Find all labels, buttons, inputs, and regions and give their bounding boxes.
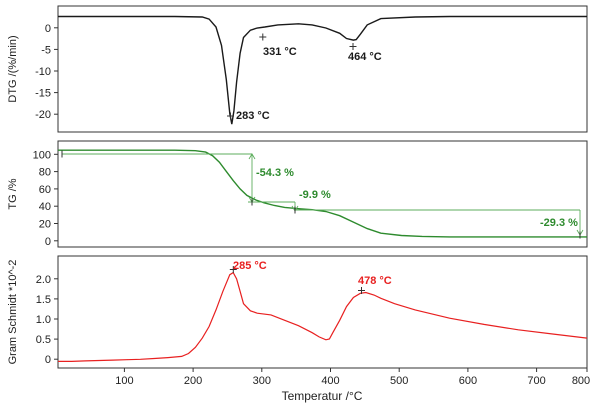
gs-peak-label: 478 °C [358,275,392,287]
dtg-y-tick-label: -15 [35,88,51,100]
tg-y-tick-label: 0 [45,236,51,248]
gs-peak-markers [229,266,365,294]
dtg-series-line [58,15,587,125]
dtg-y-tick-label: 0 [45,23,51,35]
x-tick-label: 300 [253,375,271,387]
tg-y-tick-label: 100 [33,149,51,161]
dtg-y-tick-label: -5 [41,44,51,56]
gs-y-tick-label: 2.0 [36,274,51,286]
x-tick-label: 800 [572,375,590,387]
dtg-panel-frame [57,5,588,133]
dtg-peak-label: 283 °C [236,110,270,122]
tg-step-guides [62,153,584,236]
gs-y-tick-label: 0.5 [36,334,51,346]
tg-step-markers [61,150,581,239]
dtg-peak-markers [227,33,357,120]
tg-step-label: -9.9 % [299,189,331,201]
gs-series-line [58,271,588,362]
tg-step-label: -29.3 % [540,217,578,229]
tg-y-tick-label: 60 [39,184,51,196]
x-tick-label: 200 [184,375,202,387]
dtg-y-axis-label: DTG /(%/min) [7,35,19,102]
tg-y-tick-label: 80 [39,167,51,179]
gs-panel-frame [57,255,588,369]
tg-y-tick-label: 40 [39,201,51,213]
dtg-y-ticks: 0 -5 -10 -15 -20 [35,23,58,121]
gs-y-tick-label: 0 [45,354,51,366]
x-tick-label: 700 [527,375,545,387]
dtg-peak-label: 331 °C [263,46,297,58]
gs-y-tick-label: 1.0 [36,314,51,326]
dtg-y-tick-label: -20 [35,109,51,121]
tg-y-ticks: 0 20 40 60 80 100 [33,149,58,248]
x-tick-label: 500 [390,375,408,387]
x-tick-label: 600 [459,375,477,387]
dtg-peak-label: 464 °C [348,51,382,63]
tg-panel-frame [57,140,588,248]
gs-y-axis-label: Gram Schmidt *10^-2 [7,260,19,365]
tg-y-axis-label: TG /% [7,178,19,209]
tg-series-line [58,149,587,238]
gs-y-tick-label: 1.5 [36,294,51,306]
dtg-y-tick-label: -10 [35,66,51,78]
tg-step-label: -54.3 % [256,167,294,179]
x-axis-label: Temperatur /°C [282,389,363,403]
gs-y-ticks: 0 0.5 1.0 1.5 2.0 [36,274,58,366]
tg-y-tick-label: 20 [39,219,51,231]
x-tick-label: 100 [115,375,133,387]
x-tick-label: 400 [321,375,339,387]
gs-peak-label: 285 °C [233,260,267,272]
x-ticks: 100 200 300 400 500 600 700 800 [115,368,590,387]
